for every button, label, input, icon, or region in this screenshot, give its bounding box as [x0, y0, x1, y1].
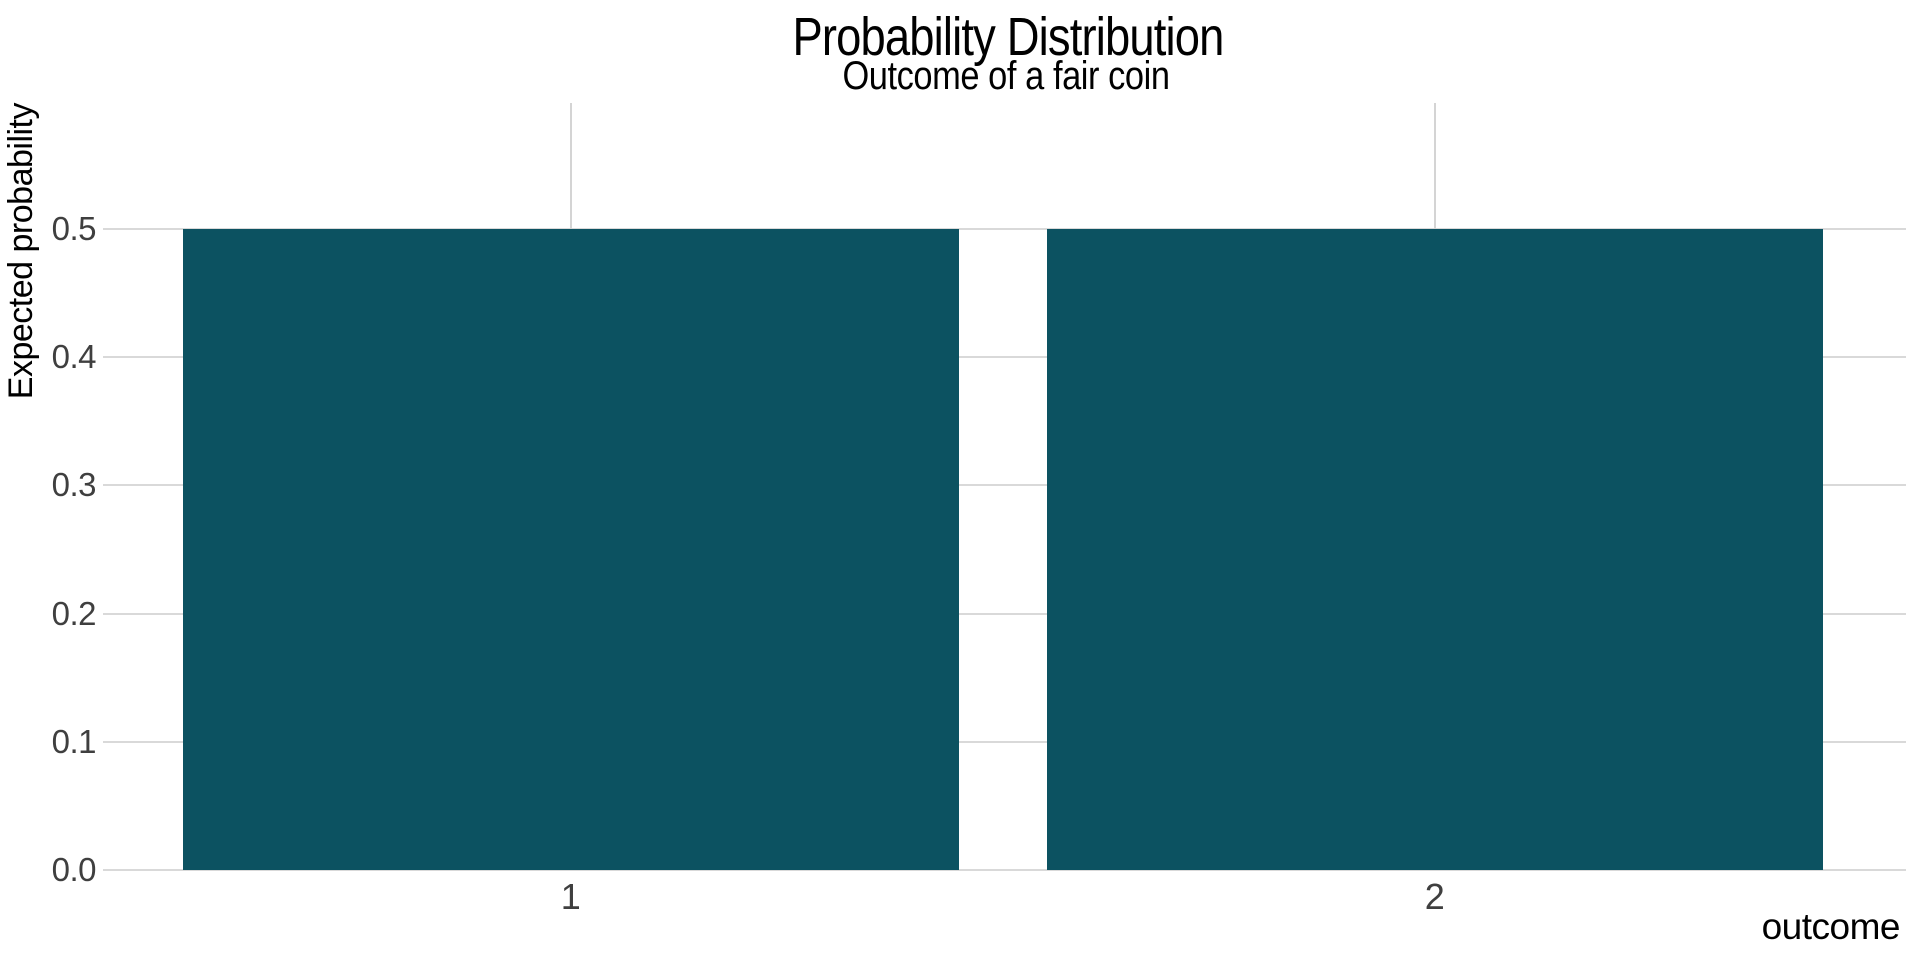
bar: [1046, 229, 1823, 870]
y-gridline: [103, 228, 1906, 230]
y-tick-label: 0.1: [51, 722, 97, 760]
x-tick-label: 1: [560, 876, 581, 917]
y-gridline: [103, 740, 1906, 743]
bar: [182, 229, 959, 870]
y-gridline: [103, 869, 1906, 871]
y-gridline: [103, 612, 1906, 615]
x-axis-title: outcome: [1761, 906, 1901, 947]
x-tick-label: 2: [1424, 876, 1445, 917]
y-tick-label: 0.0: [51, 851, 97, 888]
y-gridline: [103, 484, 1906, 487]
chart-title: Probability Distribution: [792, 7, 1224, 67]
y-tick-label: 0.4: [51, 338, 97, 376]
y-gridline: [103, 356, 1906, 359]
plot-area: [103, 103, 1906, 871]
y-tick-label: 0.3: [51, 466, 97, 504]
chart-subtitle: Outcome of a fair coin: [842, 54, 1170, 98]
y-axis-title: Expected probability: [2, 103, 40, 400]
y-tick-label: 0.5: [51, 210, 97, 247]
y-tick-label: 0.2: [51, 594, 97, 632]
